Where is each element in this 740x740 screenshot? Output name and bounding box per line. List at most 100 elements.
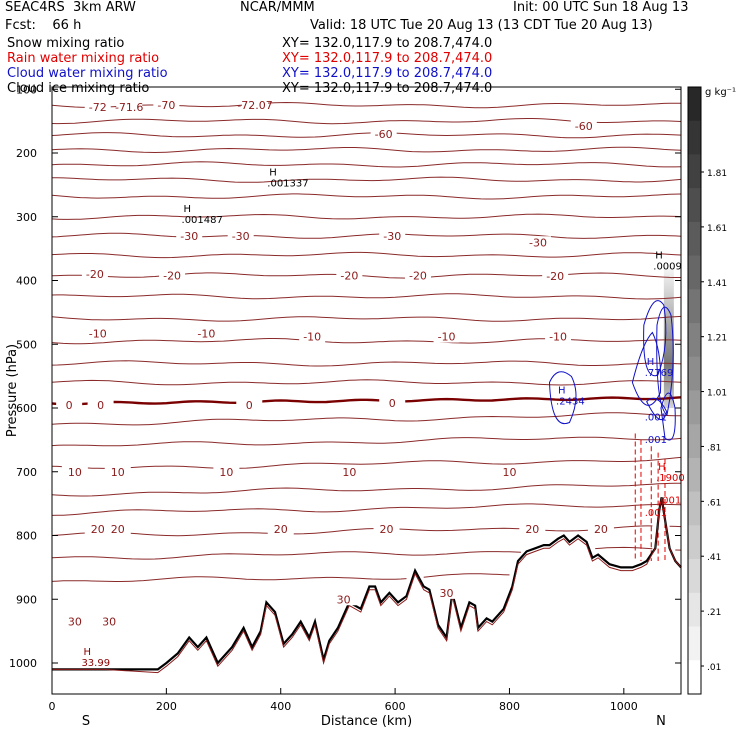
isotherm-label: 30 [102, 616, 116, 629]
isotherm-label: 10 [68, 466, 82, 479]
forecast-hour: Fcst: 66 h [5, 18, 82, 33]
label-bg [56, 398, 83, 411]
colorbar-bin [688, 626, 701, 661]
colorbar-bin [688, 660, 701, 695]
maximum-marker: H [655, 250, 663, 261]
plot-frame [51, 86, 682, 695]
colorbar-bin [688, 87, 701, 122]
x-axis-label: Distance (km) [321, 714, 412, 729]
label-bg [545, 330, 572, 343]
isotherm-label: 20 [525, 523, 539, 536]
label-bg [104, 465, 131, 478]
isotherm-label: -72 [89, 101, 107, 114]
contour-line [51, 412, 682, 426]
isotherm-label: 0 [97, 399, 104, 412]
model-name: SEAC4RS 3km ARW [5, 0, 136, 15]
label-bg [81, 268, 108, 281]
label-bg [336, 269, 363, 282]
isotherm-label: -30 [383, 230, 401, 243]
isotherm-label: -10 [303, 331, 321, 344]
isotherm-label: -60 [375, 128, 393, 141]
isotherm-label: -71.6 [115, 101, 143, 114]
maximum-marker: H [269, 168, 277, 179]
isotherm-label: -20 [340, 269, 358, 282]
label-bg [159, 269, 186, 282]
label-bg [61, 465, 88, 478]
label-bg [84, 523, 111, 536]
maximum-marker: H [558, 386, 566, 397]
isotherm-label: -20 [163, 269, 181, 282]
isotherm-label: 10 [342, 466, 356, 479]
y-tick-label: 100 [16, 83, 37, 96]
contour-line [51, 293, 682, 300]
x-tick-label: 600 [385, 700, 406, 713]
init-time: Init: 00 UTC Sun 18 Aug 13 [513, 0, 689, 15]
colorbar-bin [688, 323, 701, 358]
colorbar-label: 1.61 [707, 224, 727, 234]
maximum-value: .001 [645, 508, 667, 519]
label-bg [193, 327, 220, 340]
y-axis-label: Pressure (hPa) [5, 344, 20, 437]
label-bg [379, 396, 406, 409]
field-name: Rain water mixing ratio [7, 51, 160, 66]
label-bg [525, 236, 552, 249]
label-bg [370, 127, 397, 140]
contour-line [51, 456, 682, 469]
label-bg [299, 330, 326, 343]
label-bg [379, 229, 406, 242]
colorbar-label: .21 [707, 608, 721, 618]
isotherm-label: -72.07 [237, 99, 272, 112]
label-bg [570, 120, 597, 133]
isotherm-label: 30 [440, 587, 454, 600]
label-bg [330, 593, 357, 606]
label-bg [116, 101, 143, 114]
field-xy: XY= 132.0,117.9 to 208.7,474.0 [282, 36, 493, 51]
contour-line [51, 272, 681, 279]
isotherm-label: 20 [91, 523, 105, 536]
contour-line [51, 360, 682, 367]
ice-mixing-shading [663, 261, 674, 408]
contour-line [51, 161, 682, 168]
colorbar-bin [688, 289, 701, 324]
label-bg [373, 523, 400, 536]
isotherm-label: 20 [111, 523, 125, 536]
y-tick-label: 600 [16, 402, 37, 415]
isotherm-label: -30 [529, 236, 547, 249]
x-tick-label: 200 [156, 700, 177, 713]
cloud-water-contour [643, 300, 667, 377]
y-tick-label: 900 [16, 593, 37, 606]
contour-line [51, 315, 682, 322]
colorbar-label: 1.81 [707, 169, 727, 179]
label-bg [433, 586, 460, 599]
label-bg [96, 615, 123, 628]
colorbar-bin [688, 559, 701, 594]
isotherm-label: 0 [66, 399, 73, 412]
isotherm-label: -30 [232, 230, 250, 243]
isotherm-label: 10 [111, 466, 125, 479]
y-tick-label: 500 [16, 338, 37, 351]
colorbar-label: 1.01 [707, 389, 727, 399]
contour-line [51, 251, 682, 259]
field-xy: XY= 132.0,117.9 to 208.7,474.0 [282, 81, 493, 96]
isotherm-label: 10 [502, 466, 516, 479]
terrain-contour [52, 497, 682, 674]
contour-line [51, 436, 682, 447]
colorbar-bin [688, 390, 701, 425]
maximum-value: .001 [645, 413, 667, 424]
label-bg [153, 99, 180, 112]
maximum-marker: H [647, 357, 655, 368]
label-bg [496, 465, 523, 478]
colorbar-bin [688, 188, 701, 223]
contour-line [51, 551, 521, 560]
cloud-water-contour [660, 392, 676, 441]
freezing-level-contour [51, 396, 682, 406]
label-bg [84, 101, 111, 114]
isotherm-label: 0 [246, 399, 253, 412]
maximum-value: .1900 [656, 473, 685, 484]
maximum-value: .0009 [653, 261, 682, 272]
terrain-profile [52, 497, 682, 671]
label-bg [433, 330, 460, 343]
contour-line [51, 232, 682, 239]
x-tick-label: 0 [49, 700, 56, 713]
